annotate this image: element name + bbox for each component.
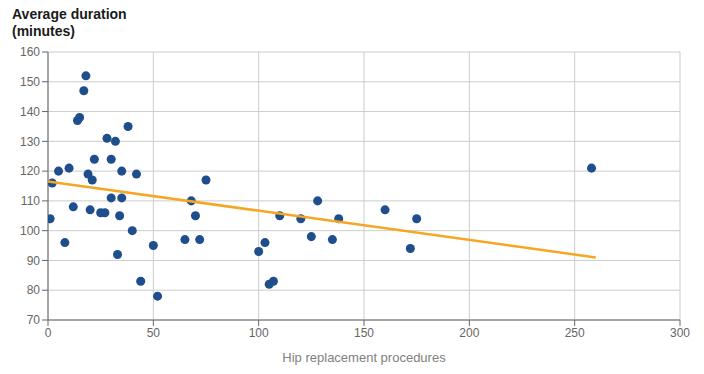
svg-text:100: 100: [20, 224, 40, 238]
svg-text:250: 250: [565, 326, 585, 340]
svg-text:130: 130: [20, 135, 40, 149]
svg-text:160: 160: [20, 45, 40, 59]
svg-text:100: 100: [249, 326, 269, 340]
svg-text:140: 140: [20, 105, 40, 119]
svg-text:300: 300: [670, 326, 690, 340]
svg-text:70: 70: [27, 313, 41, 327]
svg-text:Hip replacement procedures: Hip replacement procedures: [282, 350, 446, 365]
svg-text:120: 120: [20, 164, 40, 178]
html-text:(minutes): (minutes): [12, 23, 75, 39]
svg-text:150: 150: [20, 75, 40, 89]
svg-text:80: 80: [27, 283, 41, 297]
svg-text:90: 90: [27, 254, 41, 268]
svg-text:150: 150: [354, 326, 374, 340]
html-text:Average duration: Average duration: [12, 6, 127, 22]
svg-text:0: 0: [45, 326, 52, 340]
svg-text:50: 50: [147, 326, 161, 340]
svg-text:200: 200: [459, 326, 479, 340]
svg-text:110: 110: [21, 194, 40, 208]
